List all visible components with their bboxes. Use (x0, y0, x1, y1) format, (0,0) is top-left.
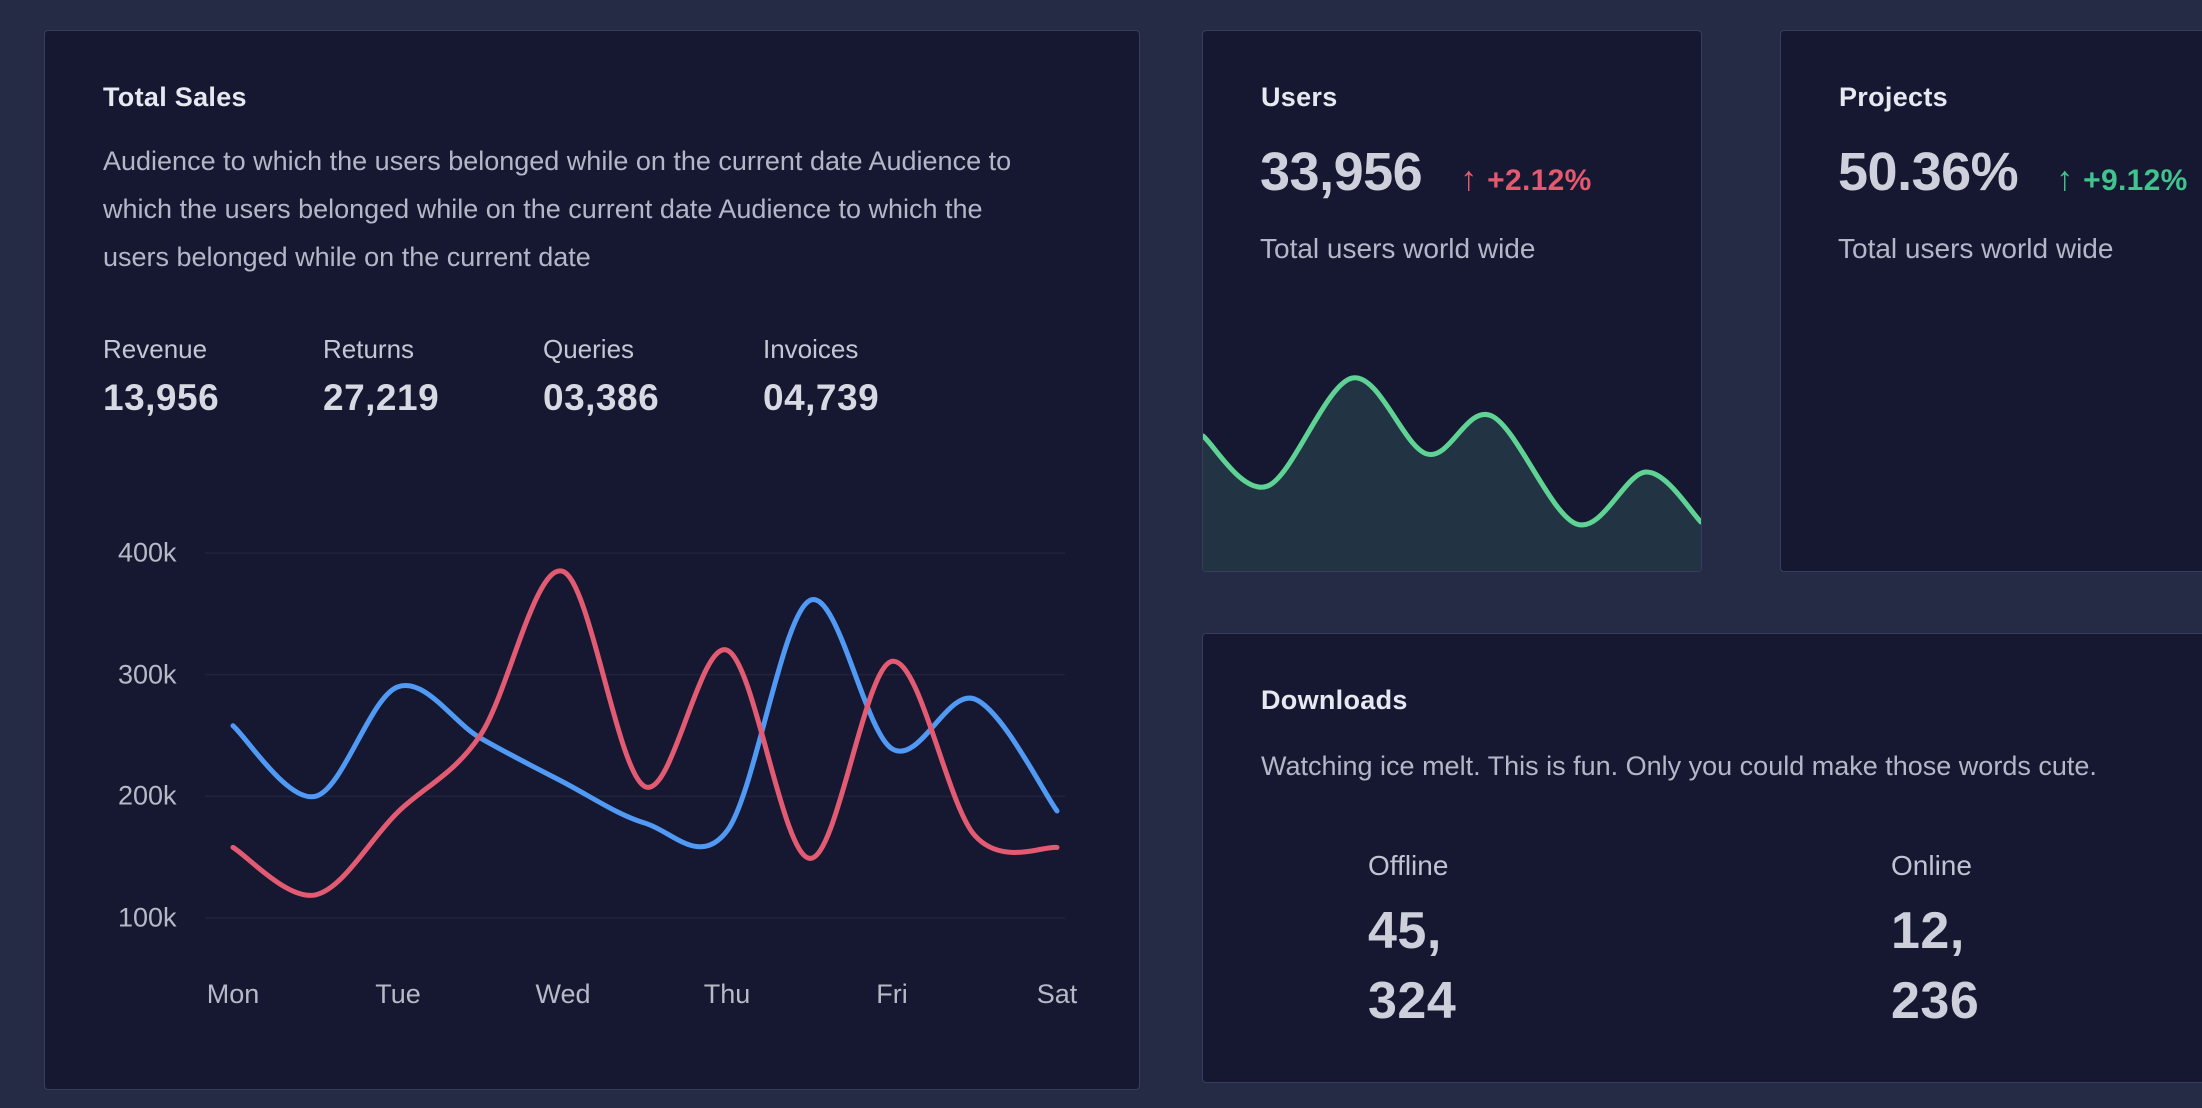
x-axis-tick: Wed (535, 979, 591, 1009)
arrow-up-icon: ↑ (2056, 160, 2074, 198)
x-axis-tick: Fri (876, 979, 908, 1009)
projects-title: Projects (1839, 82, 1948, 112)
x-axis-tick: Thu (703, 979, 751, 1009)
stat-invoices: Invoices 04,739 (763, 334, 983, 420)
stat-value: 12, 236 (1891, 896, 2202, 1036)
total-sales-title: Total Sales (103, 82, 247, 112)
stat-label: Online (1891, 850, 1972, 881)
downloads-card: Downloads Watching ice melt. This is fun… (1202, 633, 2202, 1083)
stat-label: Invoices (763, 334, 859, 364)
total-sales-card: Total Sales Audience to which the users … (44, 30, 1140, 1090)
x-axis-tick: Sat (1036, 979, 1078, 1009)
x-axis-tick: Mon (206, 979, 260, 1009)
stat-label: Returns (323, 334, 415, 364)
users-title: Users (1261, 82, 1338, 112)
stat-value: 03,386 (543, 377, 660, 418)
x-axis-tick: Tue (375, 979, 421, 1009)
stat-value-line1: 12, (1891, 902, 1965, 960)
arrow-up-icon: ↑ (1460, 160, 1478, 198)
users-delta-badge: ↑ +2.12% (1460, 160, 1591, 199)
total-sales-stats-row: Revenue 13,956 Returns 27,219 Queries 03… (103, 334, 983, 420)
stat-value-line2: 236 (1891, 972, 1980, 1030)
stat-label: Queries (543, 334, 635, 364)
y-axis-tick: 300k (118, 659, 177, 690)
projects-value: 50.36% (1838, 142, 2019, 202)
projects-delta-badge: ↑ +9.12% (2056, 160, 2187, 199)
downloads-stats-row: Offline 45, 324 Online 12, 236 (1368, 850, 2202, 1036)
stat-revenue: Revenue 13,956 (103, 334, 323, 420)
stat-value: 04,739 (763, 377, 880, 418)
stat-value-line2: 324 (1368, 972, 1457, 1030)
users-subtitle: Total users world wide (1260, 233, 1536, 264)
y-axis-tick: 200k (118, 780, 177, 811)
downloads-description: Watching ice melt. This is fun. Only you… (1261, 751, 2097, 781)
stat-value: 45, 324 (1368, 896, 1891, 1036)
projects-card: Projects 50.36% ↑ +9.12% Total users wor… (1780, 30, 2202, 572)
downloads-title: Downloads (1261, 685, 1408, 715)
users-card: Users 33,956 ↑ +2.12% Total users world … (1202, 30, 1702, 572)
y-axis-tick: 400k (118, 537, 177, 568)
y-axis-tick: 100k (118, 902, 177, 933)
projects-delta-percent: +9.12% (2083, 164, 2188, 197)
stat-value-line1: 45, (1368, 902, 1442, 960)
stat-offline: Offline 45, 324 (1368, 850, 1891, 1036)
projects-subtitle: Total users world wide (1838, 233, 2114, 264)
stat-returns: Returns 27,219 (323, 334, 543, 420)
users-delta-percent: +2.12% (1487, 164, 1592, 197)
users-value-row: 33,956 ↑ +2.12% (1260, 141, 1592, 203)
stat-label: Offline (1368, 850, 1449, 881)
users-value: 33,956 (1260, 142, 1423, 202)
stat-value: 13,956 (103, 377, 220, 418)
stat-label: Revenue (103, 334, 208, 364)
stat-value: 27,219 (323, 377, 440, 418)
stat-queries: Queries 03,386 (543, 334, 763, 420)
users-sparkline-chart (1203, 375, 1701, 571)
projects-value-row: 50.36% ↑ +9.12% (1838, 141, 2188, 203)
total-sales-description: Audience to which the users belonged whi… (103, 146, 1012, 272)
stat-online: Online 12, 236 (1891, 850, 2202, 1036)
